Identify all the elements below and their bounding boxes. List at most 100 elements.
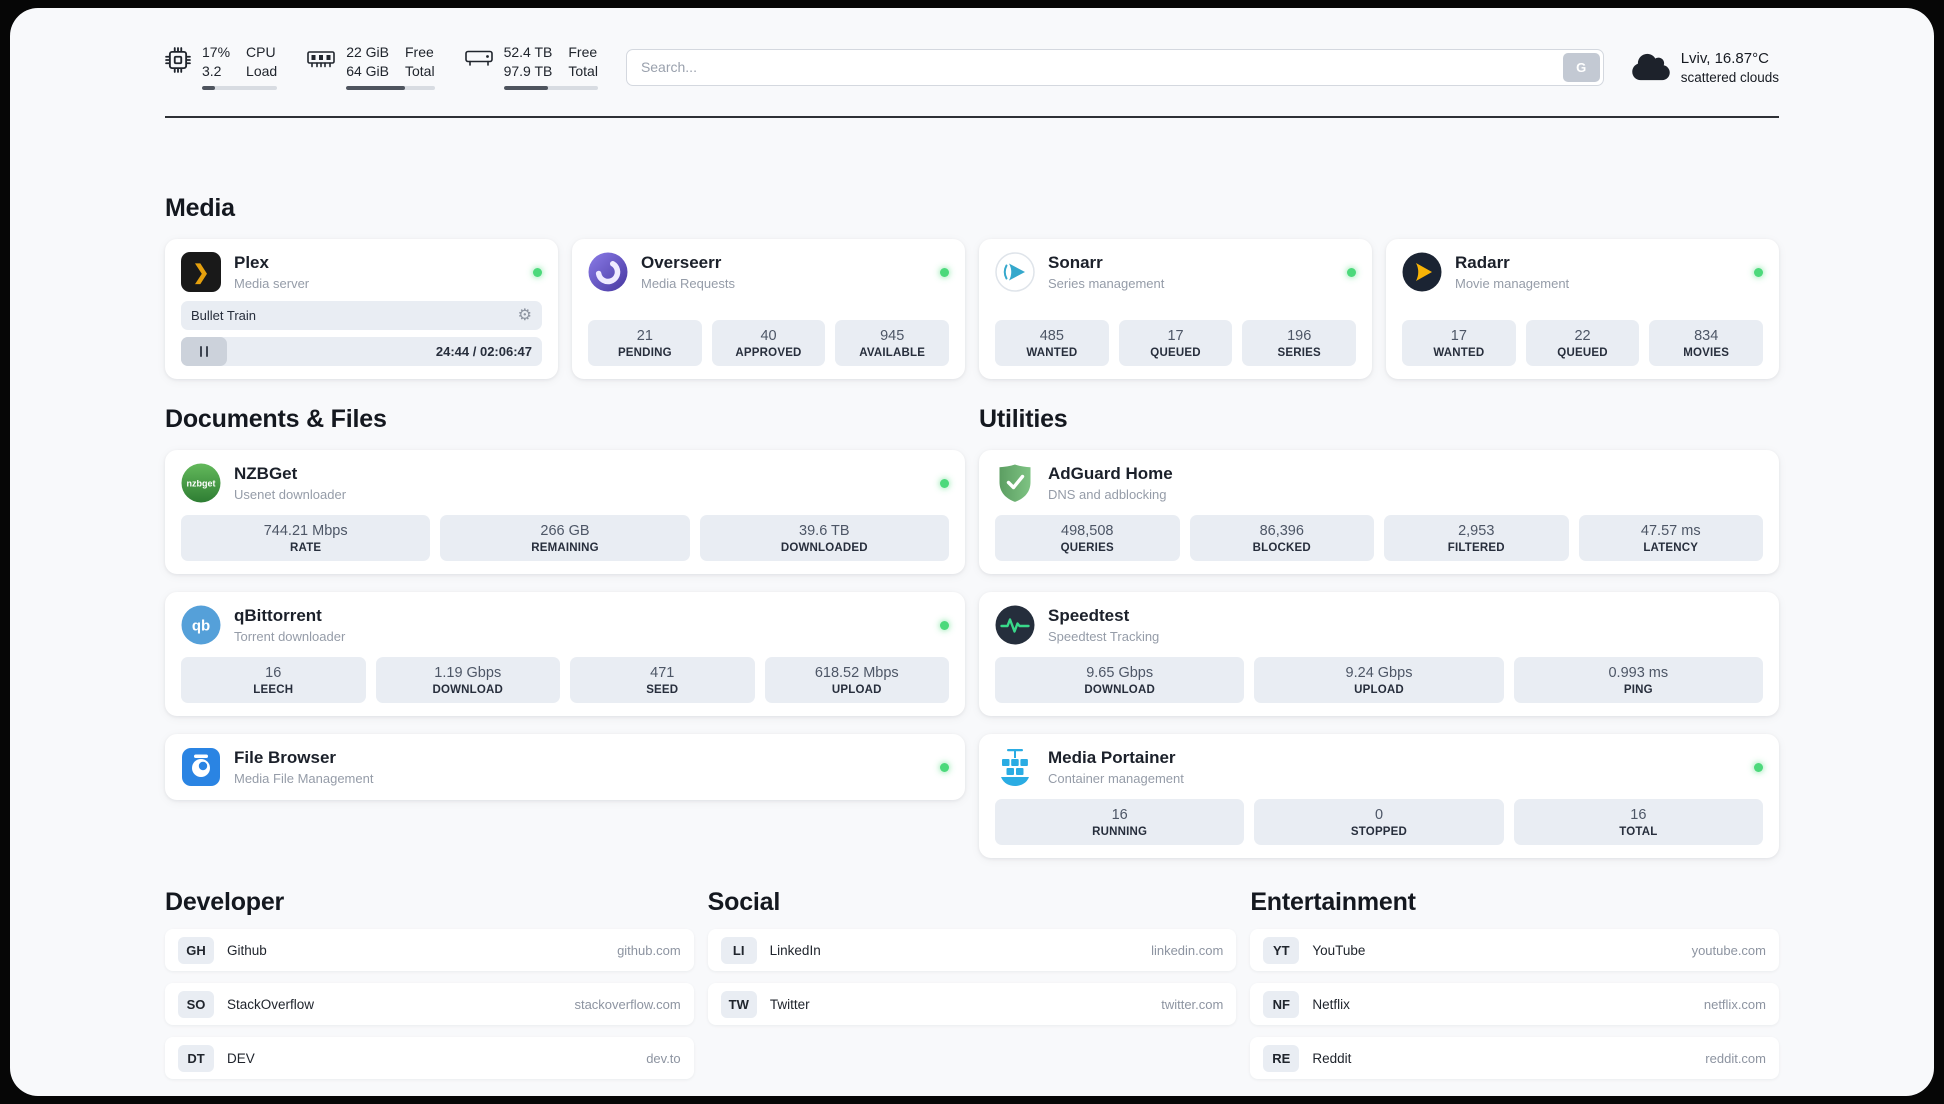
stat-label: QUEUED (1557, 347, 1608, 360)
cpu-usage-value: 17% (202, 44, 231, 60)
stat-box: 9.65 Gbps DOWNLOAD (995, 657, 1245, 704)
stat-value: 498,508 (1061, 523, 1114, 540)
bookmark-abbr: DT (178, 1044, 214, 1072)
documents-cards: nzbget NZBGet Usenet downloader 744.21 M… (165, 450, 965, 801)
stat-value: 21 (636, 328, 653, 345)
bookmark-url: youtube.com (1691, 942, 1766, 958)
app-card-adguard[interactable]: AdGuard Home DNS and adblocking 498,508 … (979, 450, 1779, 575)
status-dot (533, 267, 542, 277)
status-dot (1754, 267, 1763, 277)
utilities-cards: AdGuard Home DNS and adblocking 498,508 … (979, 450, 1779, 859)
bookmarks-section: Developer GH Github github.com SO StackO… (165, 888, 1779, 1096)
stat-label: UPLOAD (831, 684, 882, 697)
app-card-portainer[interactable]: Media Portainer Container management 16 … (979, 734, 1779, 859)
stat-label: DOWNLOADED (780, 542, 868, 555)
weather-condition: scattered clouds (1680, 69, 1779, 85)
app-card-filebrowser[interactable]: File Browser Media File Management (165, 734, 965, 801)
stat-value: 266 GB (540, 523, 590, 540)
app-name: Media Portainer (1048, 748, 1176, 768)
disk-total-value: 97.9 TB (503, 63, 553, 80)
bookmark-abbr: NF (1263, 990, 1300, 1018)
disk-widget-body: 52.4 TB 97.9 TB Free Total (503, 44, 598, 91)
speedtest-icon (995, 605, 1035, 645)
app-card-nzbget[interactable]: nzbget NZBGet Usenet downloader 744.21 M… (165, 450, 965, 575)
stat-value: 16 (265, 665, 282, 682)
app-name: qBittorrent (234, 606, 322, 626)
stat-label: TOTAL (1619, 826, 1658, 839)
bookmark-reddit[interactable]: RE Reddit reddit.com (1250, 1037, 1779, 1080)
bookmark-linkedin[interactable]: LI LinkedIn linkedin.com (707, 929, 1237, 972)
media-grid: ❯ Plex Media server Bullet Train ⚙ (165, 239, 1779, 380)
gear-icon[interactable]: ⚙ (517, 306, 532, 324)
stat-box: 86,396 BLOCKED (1189, 515, 1374, 562)
app-card-qbittorrent[interactable]: qb qBittorrent Torrent downloader 16 (165, 592, 965, 717)
app-subtitle: Media Requests (641, 276, 735, 292)
stat-box: 39.6 TB DOWNLOADED (699, 515, 949, 562)
app-head-sonarr: Sonarr Series management (995, 252, 1356, 292)
cpu-progress-fill (202, 86, 215, 91)
disk-free-value: 52.4 TB (503, 44, 553, 60)
bookmark-name: Twitter (769, 996, 810, 1012)
cpu-progress-bar (202, 86, 278, 91)
bookmark-name: DEV (227, 1050, 255, 1066)
bookmark-name: LinkedIn (769, 942, 821, 958)
cloud-icon (1631, 53, 1670, 81)
bookmark-stackoverflow[interactable]: SO StackOverflow stackoverflow.com (165, 983, 694, 1026)
sonarr-icon (995, 252, 1035, 292)
app-card-speedtest[interactable]: Speedtest Speedtest Tracking 9.65 Gbps D… (979, 592, 1779, 717)
search-engine-button[interactable]: G (1562, 52, 1600, 82)
now-playing-progress-bar: 24:44 / 02:06:47 (181, 337, 542, 367)
stat-value: 9.24 Gbps (1345, 665, 1413, 682)
nzbget-icon: nzbget (181, 463, 221, 503)
search-input[interactable] (625, 48, 1604, 86)
stat-box: 0.993 ms PING (1513, 657, 1763, 704)
qbittorrent-icon: qb (181, 605, 221, 645)
stats-nzbget: 744.21 Mbps RATE 266 GB REMAINING 39.6 T… (181, 503, 949, 562)
section-title-documents: Documents & Files (165, 405, 387, 434)
app-card-plex[interactable]: ❯ Plex Media server Bullet Train ⚙ (165, 239, 558, 380)
app-card-sonarr[interactable]: Sonarr Series management 485 WANTED 17 Q… (979, 239, 1372, 380)
svg-text:nzbget: nzbget (187, 479, 216, 489)
bookmark-url: netflix.com (1703, 996, 1766, 1012)
stat-box: 21 PENDING (588, 320, 702, 367)
overseerr-icon (588, 252, 628, 292)
bookmark-dev[interactable]: DT DEV dev.to (165, 1037, 694, 1080)
weather-location: Lviv, 16.87°C (1680, 49, 1769, 67)
adguard-icon (999, 464, 1031, 503)
stat-value: 39.6 TB (799, 523, 850, 540)
bookmark-netflix[interactable]: NF Netflix netflix.com (1250, 983, 1779, 1026)
stat-value: 16 (1630, 807, 1647, 824)
app-head-radarr: Radarr Movie management (1402, 252, 1763, 292)
bookmark-name: YouTube (1312, 942, 1366, 958)
bookmark-twitter[interactable]: TW Twitter twitter.com (707, 983, 1237, 1026)
app-card-radarr[interactable]: Radarr Movie management 17 WANTED 22 QUE… (1386, 239, 1779, 380)
ram-free-value: 22 GiB (346, 44, 389, 60)
stat-value: 0 (1374, 807, 1384, 824)
app-subtitle: Speedtest Tracking (1048, 629, 1160, 645)
stat-value: 86,396 (1259, 523, 1304, 540)
bookmark-youtube[interactable]: YT YouTube youtube.com (1250, 929, 1779, 972)
stat-box: 834 MOVIES (1649, 320, 1764, 367)
bookmark-github[interactable]: GH Github github.com (165, 929, 694, 972)
status-dot (940, 478, 949, 488)
ram-progress-bar (346, 86, 435, 91)
app-subtitle: Media server (234, 276, 310, 292)
app-subtitle: Media File Management (234, 771, 374, 787)
app-subtitle: Movie management (1455, 276, 1570, 292)
app-head-filebrowser: File Browser Media File Management (181, 747, 949, 787)
header-divider (165, 116, 1779, 119)
bookmark-abbr: YT (1263, 936, 1300, 964)
bookmark-url: dev.to (646, 1050, 681, 1066)
stat-box: 40 APPROVED (711, 320, 826, 367)
app-head-nzbget: nzbget NZBGet Usenet downloader (181, 463, 949, 503)
stat-box: 16 RUNNING (995, 799, 1245, 846)
stat-value: 471 (650, 665, 675, 682)
section-title-media: Media (165, 194, 235, 223)
app-titles-qbittorrent: qBittorrent Torrent downloader (234, 606, 345, 644)
stat-label: FILTERED (1447, 542, 1505, 555)
app-card-overseerr[interactable]: Overseerr Media Requests 21 PENDING 40 A… (572, 239, 965, 380)
bookmark-url: twitter.com (1161, 996, 1224, 1012)
stat-label: STOPPED (1350, 826, 1408, 839)
ram-widget: 22 GiB 64 GiB Free Total (307, 44, 435, 91)
stat-label: RUNNING (1092, 826, 1148, 839)
